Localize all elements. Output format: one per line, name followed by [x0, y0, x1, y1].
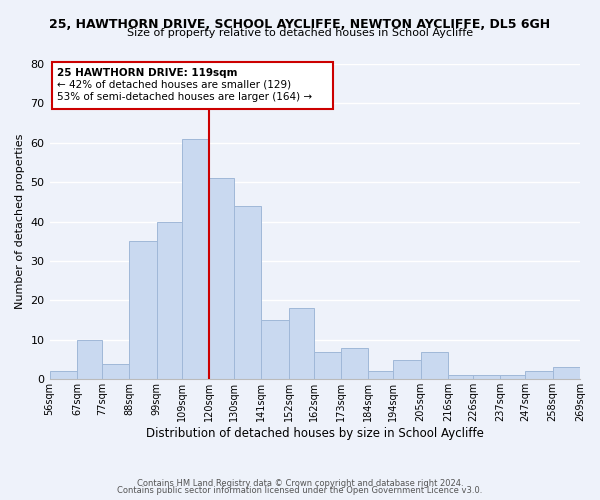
Bar: [182, 139, 209, 380]
Bar: [525, 372, 553, 380]
Bar: [393, 360, 421, 380]
X-axis label: Distribution of detached houses by size in School Aycliffe: Distribution of detached houses by size …: [146, 427, 484, 440]
Bar: [50, 372, 77, 380]
Bar: [421, 352, 448, 380]
Text: ← 42% of detached houses are smaller (129): ← 42% of detached houses are smaller (12…: [57, 80, 291, 90]
Text: Size of property relative to detached houses in School Aycliffe: Size of property relative to detached ho…: [127, 28, 473, 38]
Bar: [261, 320, 289, 380]
Bar: [368, 372, 393, 380]
Text: Contains HM Land Registry data © Crown copyright and database right 2024.: Contains HM Land Registry data © Crown c…: [137, 478, 463, 488]
Bar: [500, 376, 525, 380]
Bar: [289, 308, 314, 380]
Text: 25, HAWTHORN DRIVE, SCHOOL AYCLIFFE, NEWTON AYCLIFFE, DL5 6GH: 25, HAWTHORN DRIVE, SCHOOL AYCLIFFE, NEW…: [49, 18, 551, 30]
Bar: [234, 206, 261, 380]
Bar: [129, 242, 157, 380]
Text: 53% of semi-detached houses are larger (164) →: 53% of semi-detached houses are larger (…: [57, 92, 312, 102]
Text: 25 HAWTHORN DRIVE: 119sqm: 25 HAWTHORN DRIVE: 119sqm: [57, 68, 238, 78]
Bar: [341, 348, 368, 380]
Bar: [77, 340, 102, 380]
Bar: [473, 376, 500, 380]
Bar: [52, 62, 334, 110]
Text: Contains public sector information licensed under the Open Government Licence v3: Contains public sector information licen…: [118, 486, 482, 495]
Bar: [448, 376, 473, 380]
Bar: [157, 222, 182, 380]
Y-axis label: Number of detached properties: Number of detached properties: [15, 134, 25, 310]
Bar: [553, 368, 580, 380]
Bar: [314, 352, 341, 380]
Bar: [102, 364, 129, 380]
Bar: [209, 178, 234, 380]
